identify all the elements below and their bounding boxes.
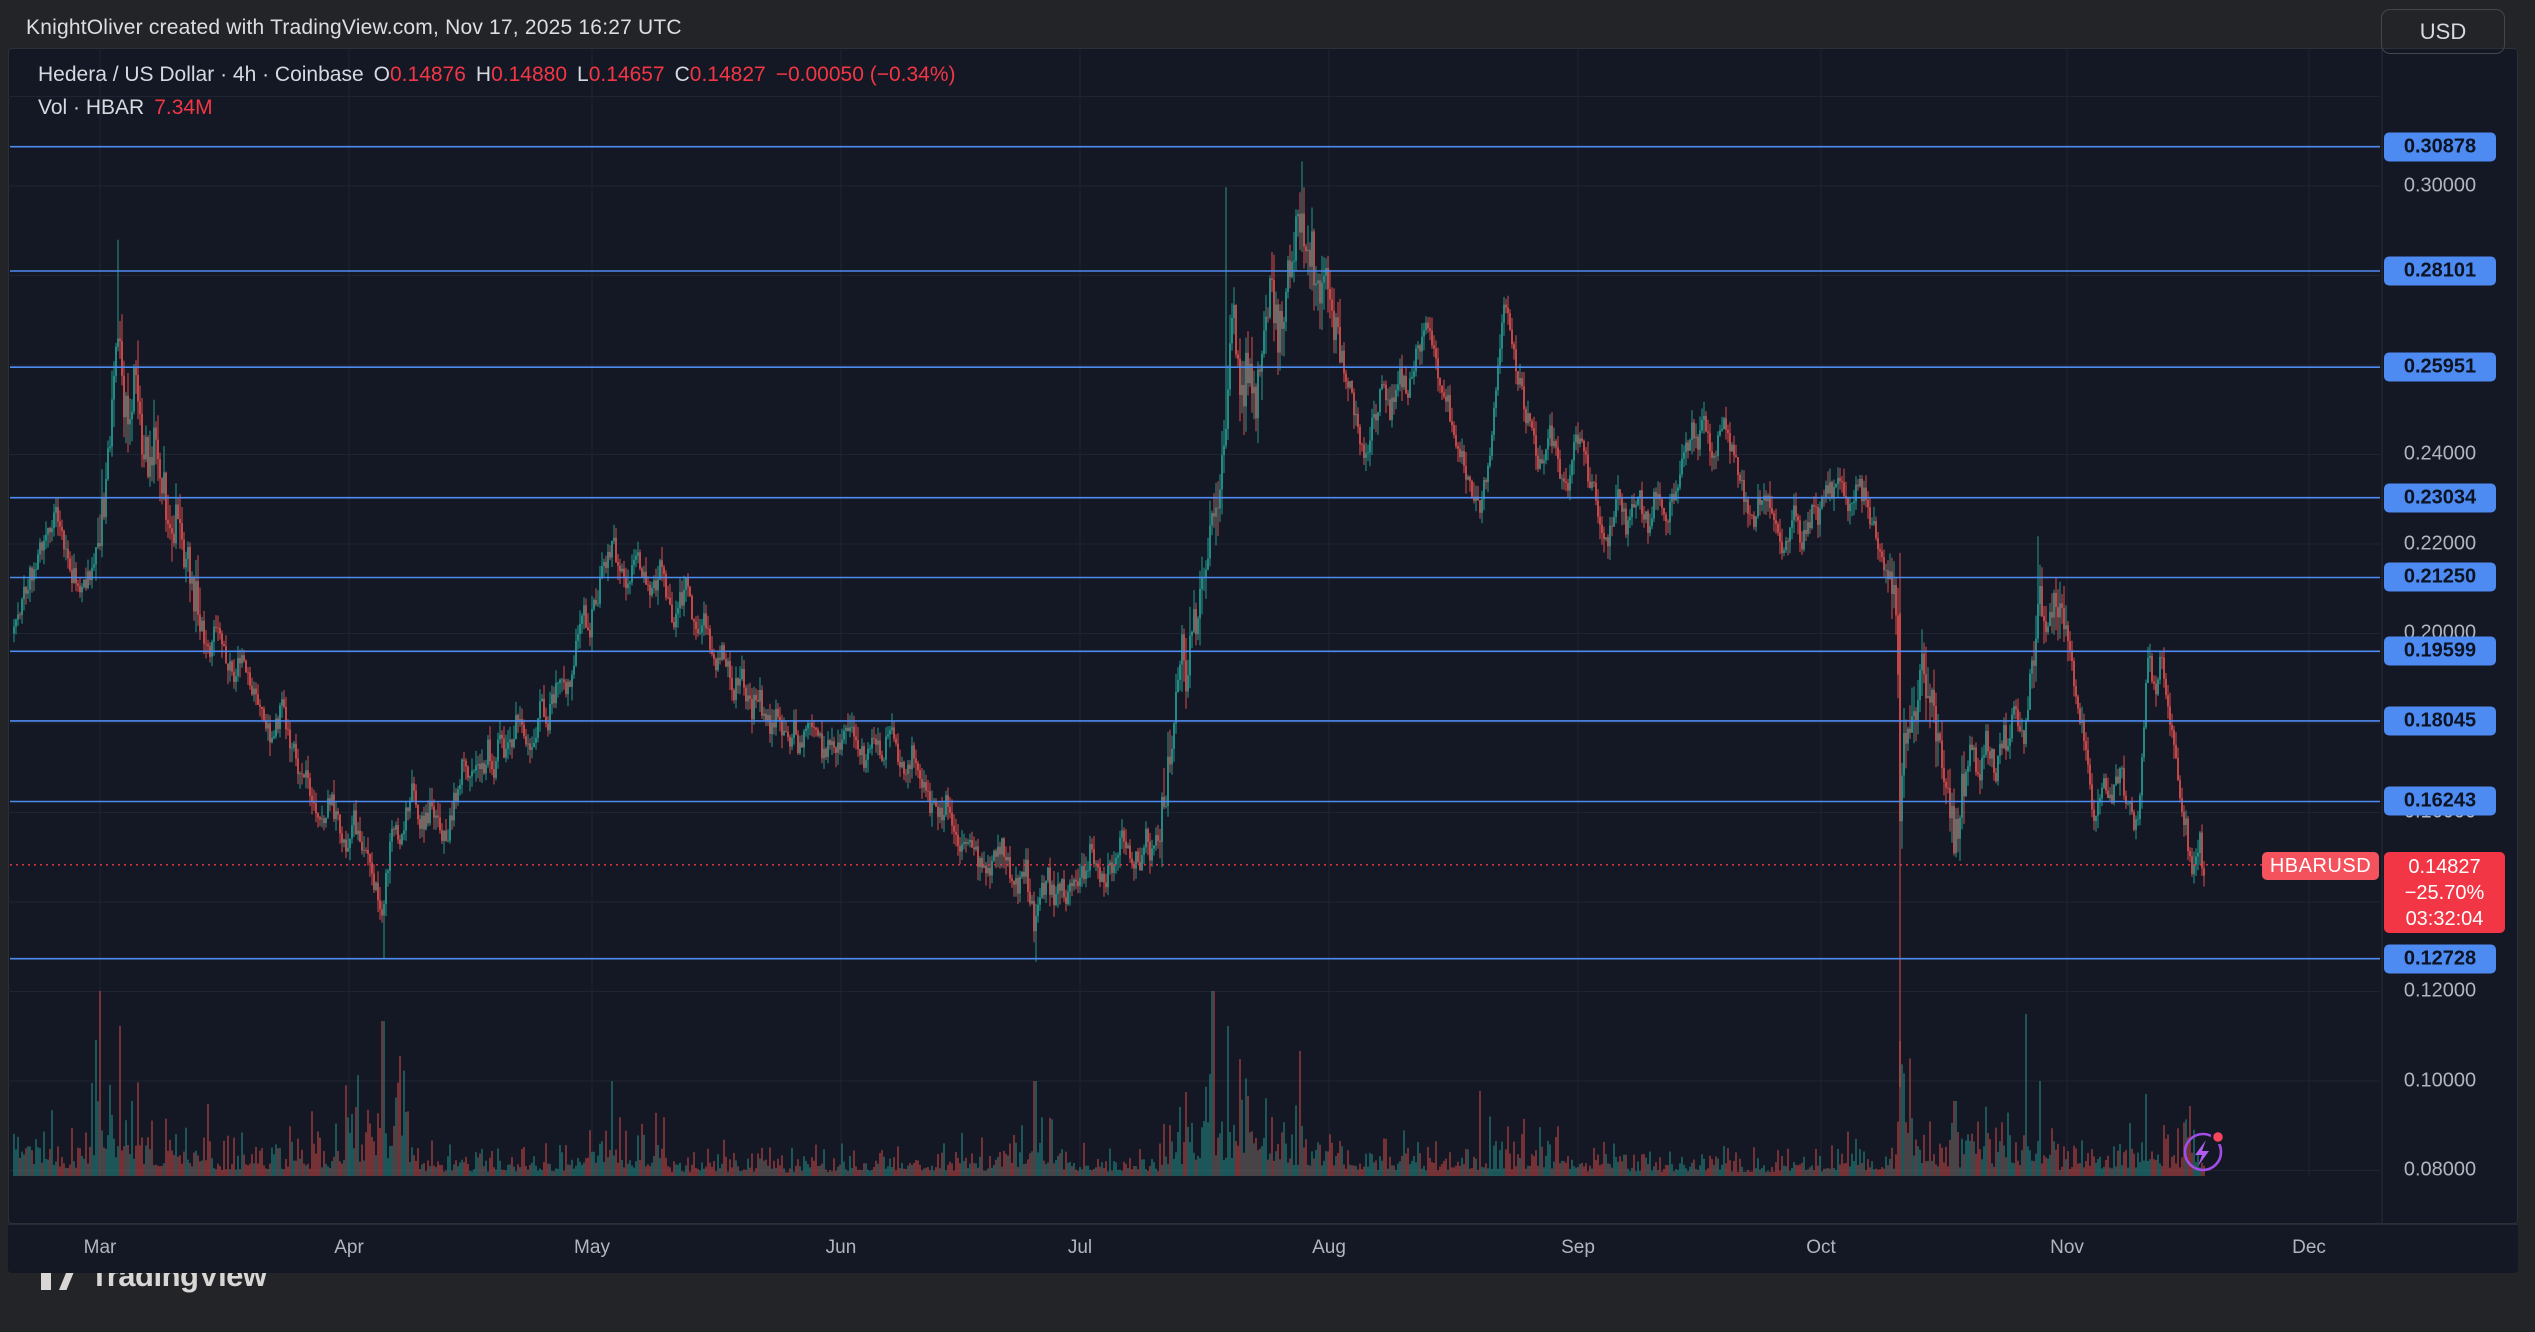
time-axis-label-may: May xyxy=(574,1237,610,1258)
high-label: H xyxy=(475,63,492,86)
high-value: 0.14880 xyxy=(491,63,568,86)
legend-ohlc-row[interactable]: Hedera / US Dollar · 4h · Coinbase O0.148… xyxy=(38,60,956,90)
attribution-text: KnightOliver created with TradingView.co… xyxy=(26,16,682,39)
open-label: O xyxy=(373,63,390,86)
notification-dot xyxy=(2210,1129,2226,1145)
time-axis-label-oct: Oct xyxy=(1806,1237,1836,1258)
open-value: 0.14876 xyxy=(390,63,466,86)
volume-label: Vol · HBAR xyxy=(38,96,145,119)
time-axis-label-jun: Jun xyxy=(825,1237,857,1258)
time-axis-label-apr: Apr xyxy=(334,1237,364,1258)
legend-volume-row[interactable]: Vol · HBAR 7.34M xyxy=(38,93,956,123)
time-axis-label-mar: Mar xyxy=(83,1237,117,1258)
close-label: C xyxy=(674,63,690,86)
time-axis-label-dec: Dec xyxy=(2292,1237,2326,1258)
change-value: −0.00050 (−0.34%) xyxy=(775,63,956,86)
lightning-widget[interactable] xyxy=(2181,1128,2227,1174)
symbol-title: Hedera / US Dollar · 4h · Coinbase xyxy=(38,63,364,86)
volume-value: 7.34M xyxy=(154,96,213,119)
currency-toggle-button[interactable]: USD xyxy=(2381,9,2505,54)
time-axis-label-nov: Nov xyxy=(2050,1237,2084,1258)
time-axis[interactable]: Mar Apr May Jun Jul Aug Sep Oct Nov Dec xyxy=(8,1224,2518,1273)
bar-countdown: 03:32:04 xyxy=(2405,908,2484,930)
last-price-change: −25.70% xyxy=(2404,882,2485,904)
last-price-value: 0.14827 xyxy=(2408,856,2481,878)
time-axis-label-jul: Jul xyxy=(1067,1237,1093,1258)
symbol-price-tag: HBARUSD xyxy=(2262,852,2379,880)
chart-legend: Hedera / US Dollar · 4h · Coinbase O0.148… xyxy=(38,60,956,123)
close-value: 0.14827 xyxy=(689,63,766,86)
time-axis-label-sep: Sep xyxy=(1561,1237,1595,1258)
time-axis-label-aug: Aug xyxy=(1312,1237,1346,1258)
low-value: 0.14657 xyxy=(588,63,665,86)
last-price-marker: 0.14827 −25.70% 03:32:04 xyxy=(2384,852,2505,933)
chart-card xyxy=(8,48,2518,1224)
low-label: L xyxy=(577,63,589,86)
lightning-icon xyxy=(2195,1140,2209,1166)
